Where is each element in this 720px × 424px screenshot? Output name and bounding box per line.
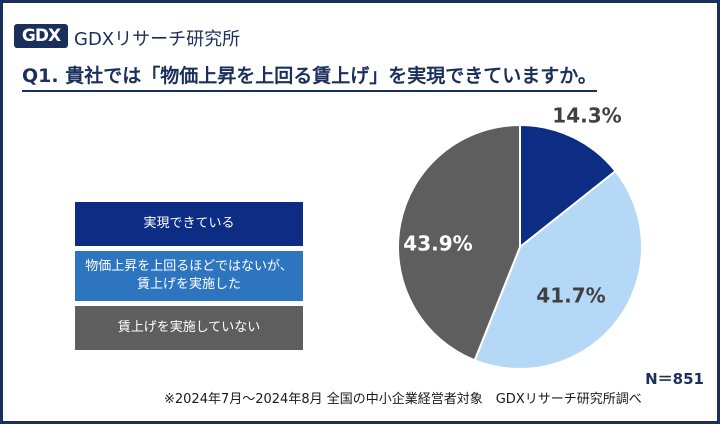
data-label-raised: 41.7% <box>536 284 605 308</box>
legend-item-achieved: 実現できている <box>75 202 303 246</box>
question-title: Q1. 貴社では「物価上昇を上回る賃上げ」を実現できていますか。 <box>22 61 597 92</box>
pie-slice-raised <box>473 169 643 370</box>
sample-size: N＝851 <box>645 370 704 388</box>
legend-label-raised-line2: 賃上げを実施した <box>136 277 241 292</box>
pie-slice-achieved <box>519 123 617 250</box>
legend-item-raised: 物価上昇を上回るほどではないが、 賃上げを実施した <box>75 251 303 301</box>
pie-slice-not-raised <box>397 123 521 362</box>
footnote: ※2024年7月～2024年8月 全国の中小企業経営者対象 GDXリサーチ研究所… <box>164 392 642 407</box>
logo-text: GDXリサーチ研究所 <box>74 29 241 50</box>
logo: GDX <box>14 24 68 48</box>
data-label-not-raised: 43.9% <box>403 232 472 256</box>
legend-item-not-raised: 賃上げを実施していない <box>75 306 303 350</box>
legend-label-achieved: 実現できている <box>143 216 235 231</box>
legend-label-not-raised: 賃上げを実施していない <box>117 320 261 335</box>
data-label-achieved: 14.3% <box>552 104 621 128</box>
legend-label-raised-line1: 物価上昇を上回るほどではないが、 <box>85 259 293 274</box>
